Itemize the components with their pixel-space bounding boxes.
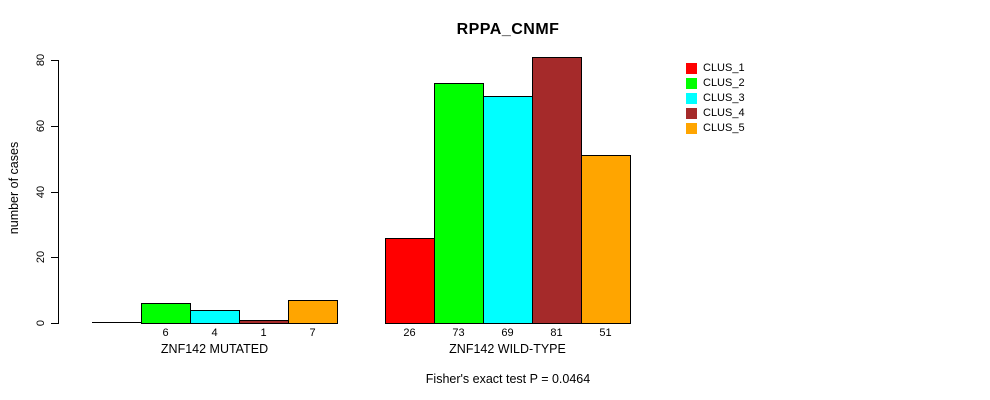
y-tick-label: 60 bbox=[35, 119, 47, 133]
bar-value-label: 4 bbox=[211, 327, 218, 339]
legend-color-swatch bbox=[686, 107, 697, 119]
bar bbox=[141, 303, 191, 324]
annotation-text: Fisher's exact test P = 0.0464 bbox=[425, 372, 591, 386]
y-tick-label: 40 bbox=[35, 185, 47, 199]
bar-zero-height bbox=[92, 322, 142, 323]
y-tick-label: 0 bbox=[35, 319, 47, 327]
legend-color-swatch bbox=[686, 62, 697, 74]
bar bbox=[239, 320, 289, 324]
y-tick-mark bbox=[51, 257, 58, 258]
y-tick-label: 20 bbox=[35, 250, 47, 264]
legend-color-swatch bbox=[686, 77, 697, 89]
legend-item-label: CLUS_5 bbox=[703, 122, 745, 134]
y-axis-line bbox=[58, 60, 59, 324]
bar-value-label: 7 bbox=[309, 327, 316, 339]
bar bbox=[385, 238, 435, 324]
legend-item-label: CLUS_3 bbox=[703, 92, 745, 104]
legend-item: CLUS_4 bbox=[686, 107, 745, 119]
bar-value-label: 81 bbox=[550, 327, 563, 339]
bar-value-label: 73 bbox=[452, 327, 465, 339]
x-group-label: ZNF142 MUTATED bbox=[160, 342, 269, 356]
bar bbox=[483, 96, 533, 324]
bar-value-label: 51 bbox=[599, 327, 612, 339]
bar-value-label: 26 bbox=[403, 327, 416, 339]
legend-item: CLUS_2 bbox=[686, 77, 745, 89]
legend-item-label: CLUS_4 bbox=[703, 107, 745, 119]
y-tick-mark bbox=[51, 60, 58, 61]
legend: CLUS_1 CLUS_2 CLUS_3 CLUS_4 CLUS_5 bbox=[686, 62, 745, 137]
bar-value-label: 6 bbox=[162, 327, 169, 339]
bar-value-label: 1 bbox=[260, 327, 267, 339]
legend-item-label: CLUS_1 bbox=[703, 62, 745, 74]
y-axis-label: number of cases bbox=[7, 141, 21, 235]
bar bbox=[532, 57, 582, 324]
legend-item: CLUS_5 bbox=[686, 122, 745, 134]
bar bbox=[581, 155, 631, 324]
y-tick-label: 80 bbox=[35, 53, 47, 67]
legend-color-swatch bbox=[686, 122, 697, 134]
bar bbox=[190, 310, 240, 324]
legend-color-swatch bbox=[686, 92, 697, 104]
chart-title: RPPA_CNMF bbox=[456, 21, 560, 38]
legend-item-label: CLUS_2 bbox=[703, 77, 745, 89]
bar-value-label: 69 bbox=[501, 327, 514, 339]
bar bbox=[288, 300, 338, 324]
bar bbox=[434, 83, 484, 324]
y-tick-mark bbox=[51, 192, 58, 193]
legend-item: CLUS_3 bbox=[686, 92, 745, 104]
y-tick-mark bbox=[51, 126, 58, 127]
y-tick-mark bbox=[51, 323, 58, 324]
x-group-label: ZNF142 WILD-TYPE bbox=[449, 342, 566, 356]
legend-item: CLUS_1 bbox=[686, 62, 745, 74]
